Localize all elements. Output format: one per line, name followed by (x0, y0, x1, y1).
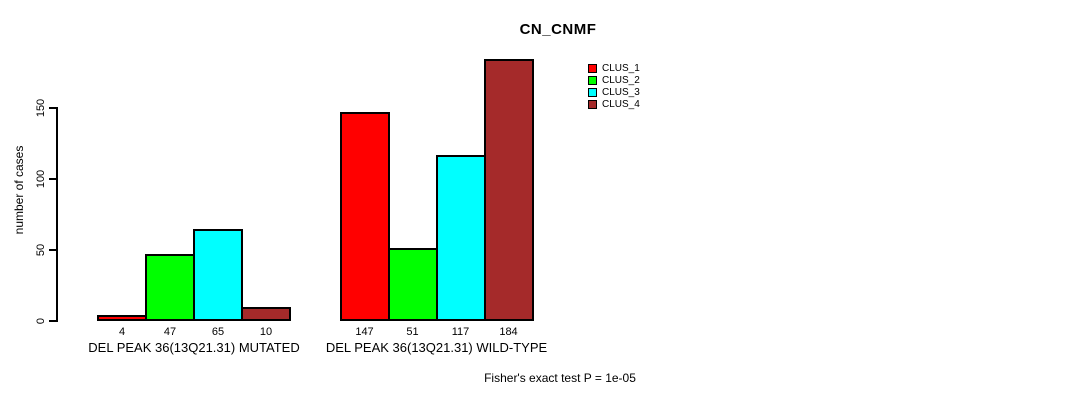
legend-item-clus_2: CLUS_2 (588, 74, 640, 86)
category-label-group1: DEL PEAK 36(13Q21.31) MUTATED (88, 340, 300, 355)
bar-value-label: 117 (451, 326, 470, 338)
y-tick-label: 150 (35, 98, 47, 118)
fisher-test-annotation: Fisher's exact test P = 1e-05 (484, 371, 636, 385)
bar-clus_1-group1 (97, 315, 147, 321)
y-tick-mark (49, 249, 57, 251)
legend-label-clus_3: CLUS_3 (602, 86, 640, 98)
bar-clus_4-group2 (483, 59, 534, 321)
legend-label-clus_2: CLUS_2 (602, 74, 640, 86)
bar-value-label: 184 (499, 326, 518, 338)
bar-clus_3-group2 (435, 155, 486, 321)
bar-clus_3-group1 (193, 229, 243, 321)
bar-clus_2-group2 (387, 248, 438, 321)
legend-label-clus_4: CLUS_4 (602, 98, 640, 110)
bar-value-label: 147 (355, 326, 374, 338)
bar-clus_2-group1 (145, 254, 195, 321)
bar-value-label: 4 (118, 326, 126, 338)
y-tick-label: 50 (35, 243, 47, 257)
chart-title: CN_CNMF (519, 21, 597, 38)
legend-swatch-clus_1 (588, 63, 597, 73)
legend-item-clus_1: CLUS_1 (588, 62, 640, 74)
y-tick-label: 0 (35, 317, 47, 325)
legend-item-clus_3: CLUS_3 (588, 86, 640, 98)
bar-value-label: 51 (406, 326, 419, 338)
bar-clus_4-group1 (241, 307, 291, 321)
y-tick-mark (49, 107, 57, 109)
y-tick-label: 100 (35, 169, 47, 189)
category-label-group2: DEL PEAK 36(13Q21.31) WILD-TYPE (325, 340, 548, 355)
bar-clus_1-group2 (339, 112, 390, 321)
y-tick-mark (49, 178, 57, 180)
legend-item-clus_4: CLUS_4 (588, 98, 640, 110)
bar-value-label: 65 (211, 326, 225, 338)
y-axis-line (56, 107, 58, 322)
legend-swatch-clus_4 (588, 99, 597, 109)
bar-value-label: 10 (259, 326, 273, 338)
legend-label-clus_1: CLUS_1 (602, 62, 640, 74)
y-tick-mark (49, 320, 57, 322)
legend-swatch-clus_2 (588, 75, 597, 85)
legend-swatch-clus_3 (588, 87, 597, 97)
bar-value-label: 47 (163, 326, 177, 338)
legend: CLUS_1 CLUS_2 CLUS_3 CLUS_4 (588, 62, 640, 110)
y-axis-label: number of cases (12, 145, 26, 235)
